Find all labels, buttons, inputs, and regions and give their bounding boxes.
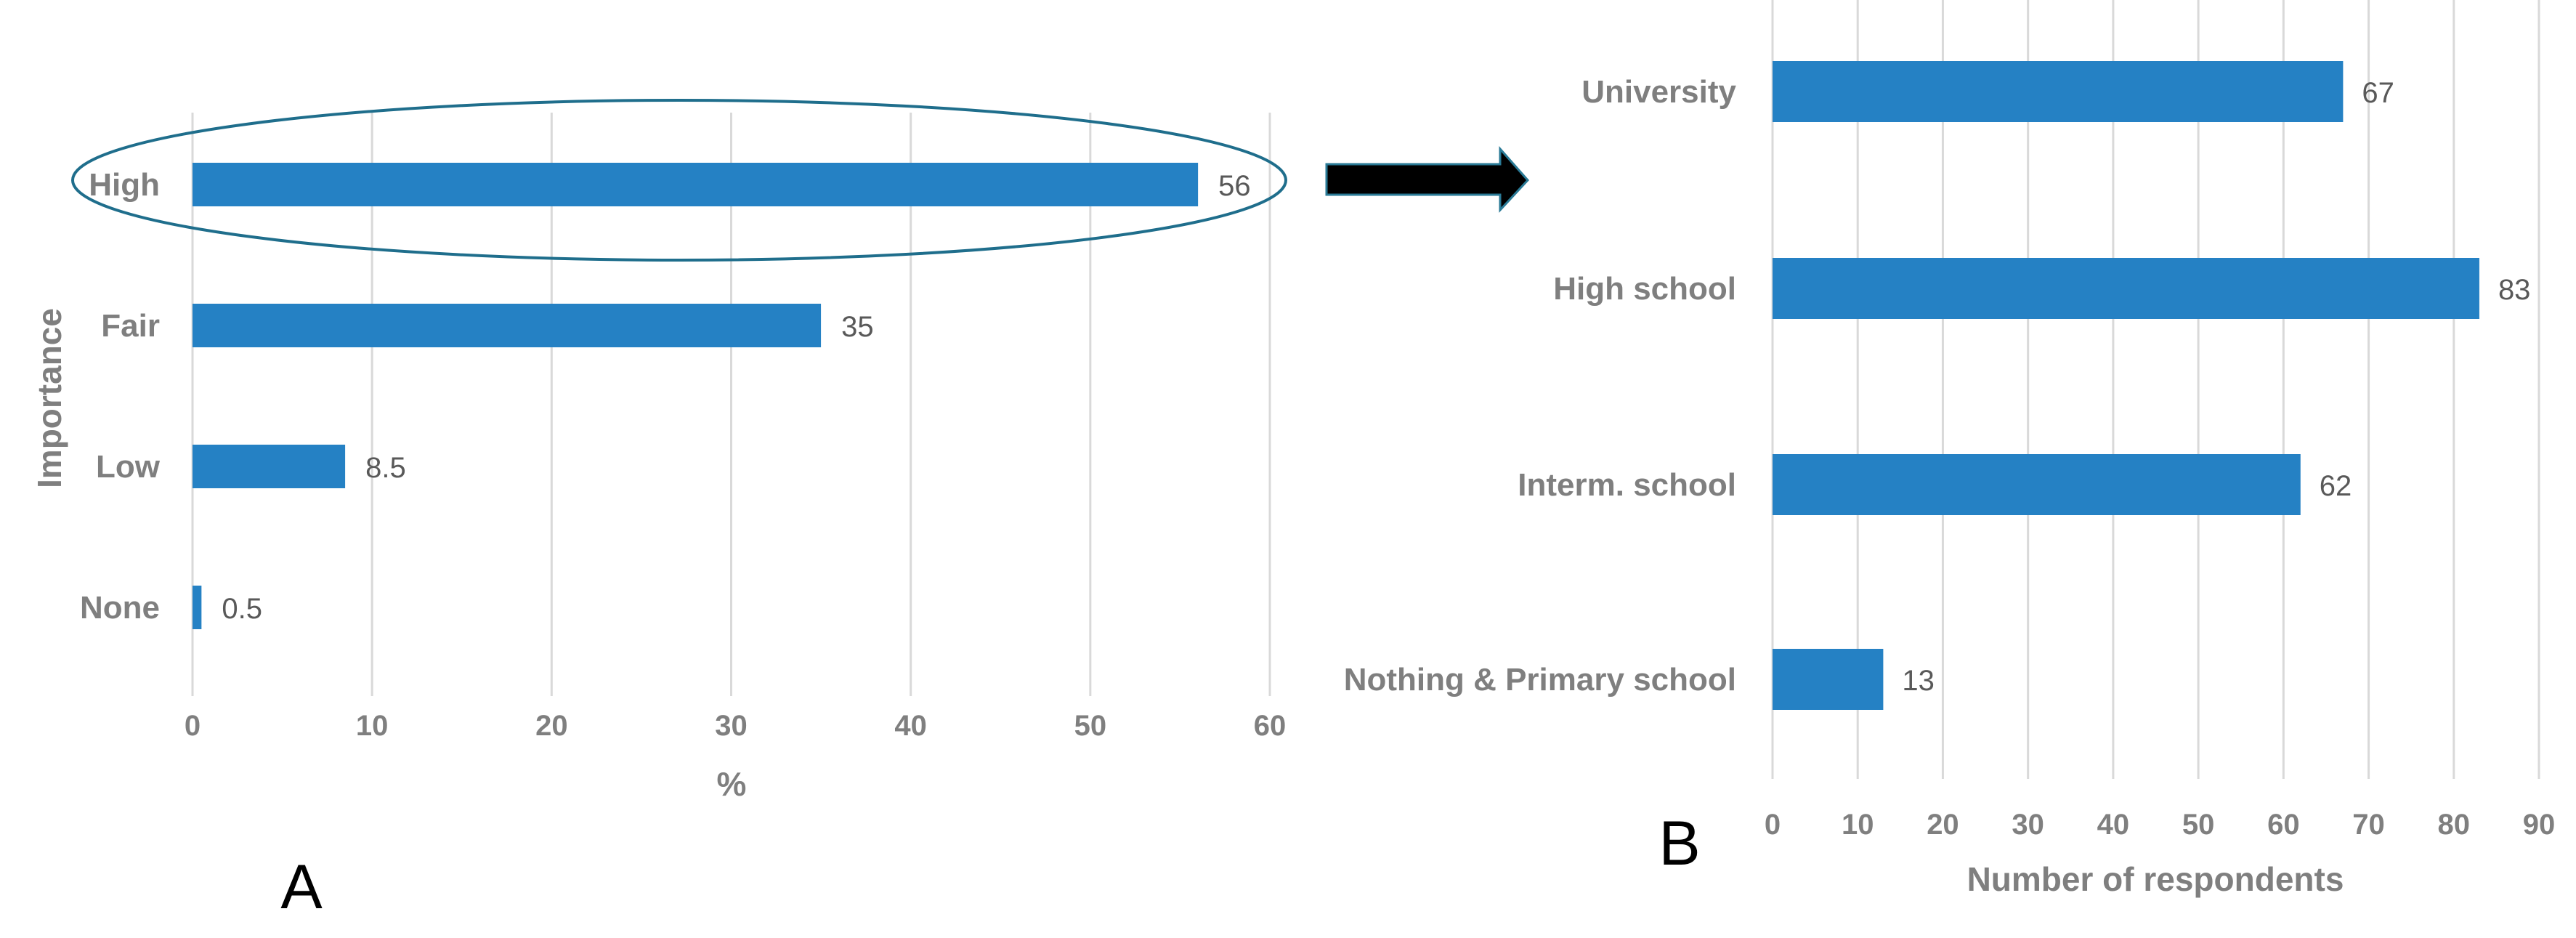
- chart-a-x-axis-title: %: [717, 765, 747, 803]
- chart-b-category-label: University: [1581, 74, 1736, 110]
- chart-a-y-axis-title: Importance: [31, 308, 68, 488]
- chart-a-x-tick-label: 50: [1074, 710, 1107, 742]
- chart-a-x-tick-label: 60: [1254, 710, 1287, 742]
- chart-b-bar: [1773, 454, 2301, 515]
- chart-b-x-tick-label: 70: [2352, 809, 2385, 841]
- chart-b-x-tick-label: 30: [2012, 809, 2044, 841]
- chart-b-x-tick-label: 60: [2267, 809, 2300, 841]
- chart-b-x-tick-label: 10: [1842, 809, 1874, 841]
- chart-a-x-tick-label: 40: [894, 710, 927, 742]
- chart-b-x-tick-label: 40: [2097, 809, 2130, 841]
- chart-b-bar: [1773, 61, 2344, 122]
- chart-a-category-label: Fair: [101, 308, 160, 344]
- panel-label-a: A: [280, 852, 323, 922]
- chart-a-category-label: Low: [96, 449, 161, 485]
- chart-a-data-label: 8.5: [365, 452, 406, 484]
- chart-b-category-label: High school: [1553, 271, 1736, 307]
- chart-a-category-label: None: [80, 590, 160, 626]
- chart-b-data-label: 13: [1902, 665, 1935, 697]
- chart-a-data-label: 56: [1218, 170, 1251, 202]
- chart-a-data-label: 35: [841, 311, 874, 343]
- chart-b: 0 10 20 30 40 50 60 70 80 90 University 67 High scho…: [1344, 0, 2556, 898]
- panel-label-b: B: [1658, 809, 1700, 878]
- chart-a-x-tick-label: 30: [715, 710, 748, 742]
- chart-a-bar: [193, 445, 346, 488]
- chart-b-x-tick-label: 0: [1765, 809, 1781, 841]
- chart-a-x-tick-label: 20: [535, 710, 568, 742]
- chart-b-category-label: Nothing & Primary school: [1344, 662, 1736, 698]
- chart-a-x-tick-label: 0: [185, 710, 201, 742]
- chart-b-category-label: Interm. school: [1518, 467, 1736, 503]
- chart-a-category-label: High: [89, 167, 160, 203]
- chart-b-data-label: 67: [2362, 77, 2394, 109]
- chart-b-data-label: 83: [2498, 274, 2531, 306]
- chart-b-x-tick-label: 80: [2438, 809, 2471, 841]
- arrow-right-icon: [1325, 146, 1530, 213]
- chart-b-bar: [1773, 649, 1884, 710]
- highlight-ellipse: [71, 99, 1287, 262]
- chart-a-data-label: 0.5: [222, 593, 262, 625]
- chart-a-bar: [193, 586, 202, 629]
- chart-b-x-tick-label: 20: [1927, 809, 1959, 841]
- chart-b-x-axis-title: Number of respondents: [1967, 860, 2344, 898]
- annotation-layer: [71, 99, 1530, 262]
- chart-b-x-tick-label: 90: [2523, 809, 2556, 841]
- chart-a: 0 10 20 30 40 50 60 High 56 Fair 35 Low 8.5 None 0.5% I…: [31, 113, 1286, 803]
- chart-b-data-label: 62: [2320, 470, 2352, 502]
- chart-b-x-tick-label: 50: [2182, 809, 2215, 841]
- chart-b-bar: [1773, 258, 2479, 319]
- chart-a-bar: [193, 304, 822, 347]
- chart-a-bar: [193, 163, 1199, 206]
- chart-a-x-tick-label: 10: [356, 710, 389, 742]
